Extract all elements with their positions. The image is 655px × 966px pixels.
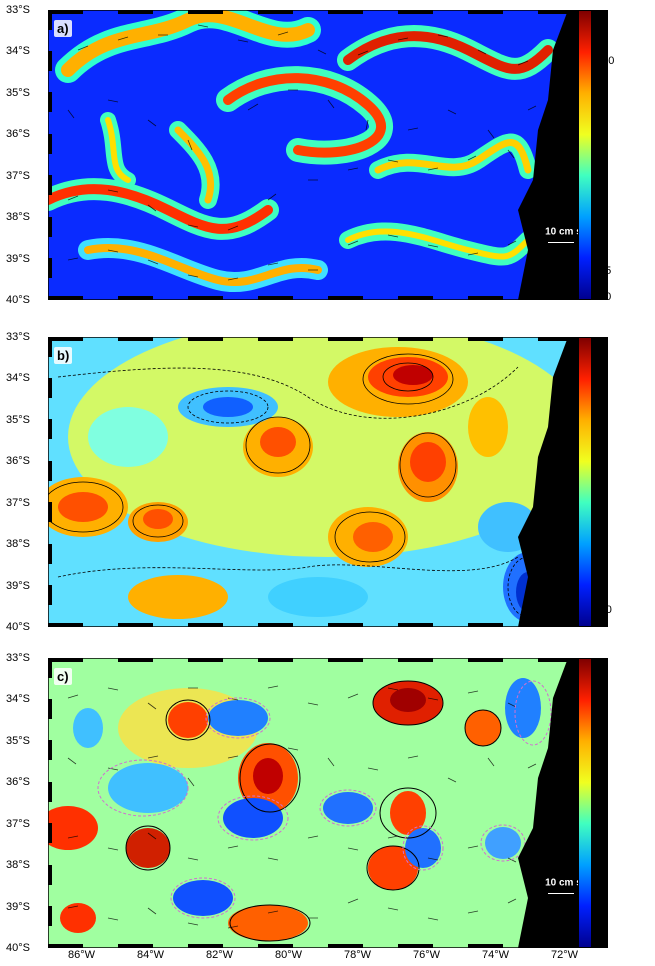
latitude-tick-label: 34°S [6,45,30,58]
longitude-tick-label: 76°W [413,949,441,961]
latitude-tick-label: 34°S [6,693,30,706]
longitude-tick-label: 78°W [344,949,372,961]
colorbar-tick-label: 50 [596,118,609,131]
latitude-tick-label: 36°S [6,128,30,141]
panel-a-scale-arrow [548,242,574,243]
longitude-tick-label: 74°W [482,949,510,961]
latitude-tick-label: 36°S [6,455,30,468]
colorbar-tick-label: 6 [596,674,603,687]
latitude-tick-label: 38°S [6,859,30,872]
latitude-tick-label: 40°S [6,294,30,306]
latitude-tick-label: 33°S [6,652,30,664]
latitude-tick-label: 39°S [6,900,30,913]
latitude-tick-label: 37°S [6,496,30,509]
colorbar-tick-label: 7.5 [596,265,612,278]
longitude-tick-label: 80°W [275,949,303,961]
latitude-tick-label: 39°S [6,579,30,592]
colorbar-tick-label: -4 [596,904,606,917]
latitude-tick-label: 38°S [6,538,30,551]
panel-b: b) [48,337,608,627]
longitude-tick-label: 84°W [137,949,165,961]
colorbar-tick-label: 100 [596,54,615,67]
panel-b-letter: b) [54,347,73,364]
panel-c: c) 10 cm s-1 [48,658,608,948]
panel-c-colorbar [578,658,592,948]
longitude-tick-label: 86°W [68,949,96,961]
panel-a-colorbar [578,10,592,300]
colorbar-tick-label: 10 [596,358,609,371]
latitude-tick-label: 36°S [6,776,30,789]
colorbar-tick-label: 0 [596,812,603,825]
colorbar-tick-label: 5.0 [596,291,612,303]
latitude-tick-label: 37°S [6,169,30,182]
panel-a: a) 10 cm s-1 [48,10,608,300]
latitude-tick-label: 38°S [6,211,30,224]
latitude-tick-label: 40°S [6,621,30,633]
latitude-tick-label: 40°S [6,942,30,954]
panel-a-letter: a) [54,20,72,37]
colorbar-tick-label: 4 [596,720,603,733]
colorbar-tick-label: -10 [596,603,612,616]
colorbar-tick-label: 2 [596,766,603,779]
colorbar-tick-label: -6 [596,936,606,949]
colorbar-tick-label: 5 [596,419,603,432]
panel-c-map [48,658,608,948]
latitude-tick-label: 35°S [6,734,30,747]
latitude-tick-label: 33°S [6,331,30,343]
panel-c-letter: c) [54,668,72,685]
latitude-tick-label: 35°S [6,86,30,99]
latitude-tick-label: 37°S [6,817,30,830]
colorbar-tick-label: -2 [596,858,606,871]
latitude-tick-label: 35°S [6,413,30,426]
colorbar-tick-label: 25 [596,175,609,188]
latitude-tick-label: 39°S [6,252,30,265]
longitude-tick-label: 82°W [206,949,234,961]
panel-b-colorbar [578,337,592,627]
longitude-tick-label: 72°W [551,949,579,961]
panel-b-map [48,337,608,627]
colorbar-tick-label: -5 [596,543,606,556]
latitude-tick-label: 34°S [6,372,30,385]
panel-a-map [48,10,608,300]
panel-c-scale-arrow [548,893,574,894]
latitude-tick-label: 33°S [6,4,30,16]
colorbar-tick-label: 10 [596,242,609,255]
colorbar-tick-label: 0 [596,479,603,492]
